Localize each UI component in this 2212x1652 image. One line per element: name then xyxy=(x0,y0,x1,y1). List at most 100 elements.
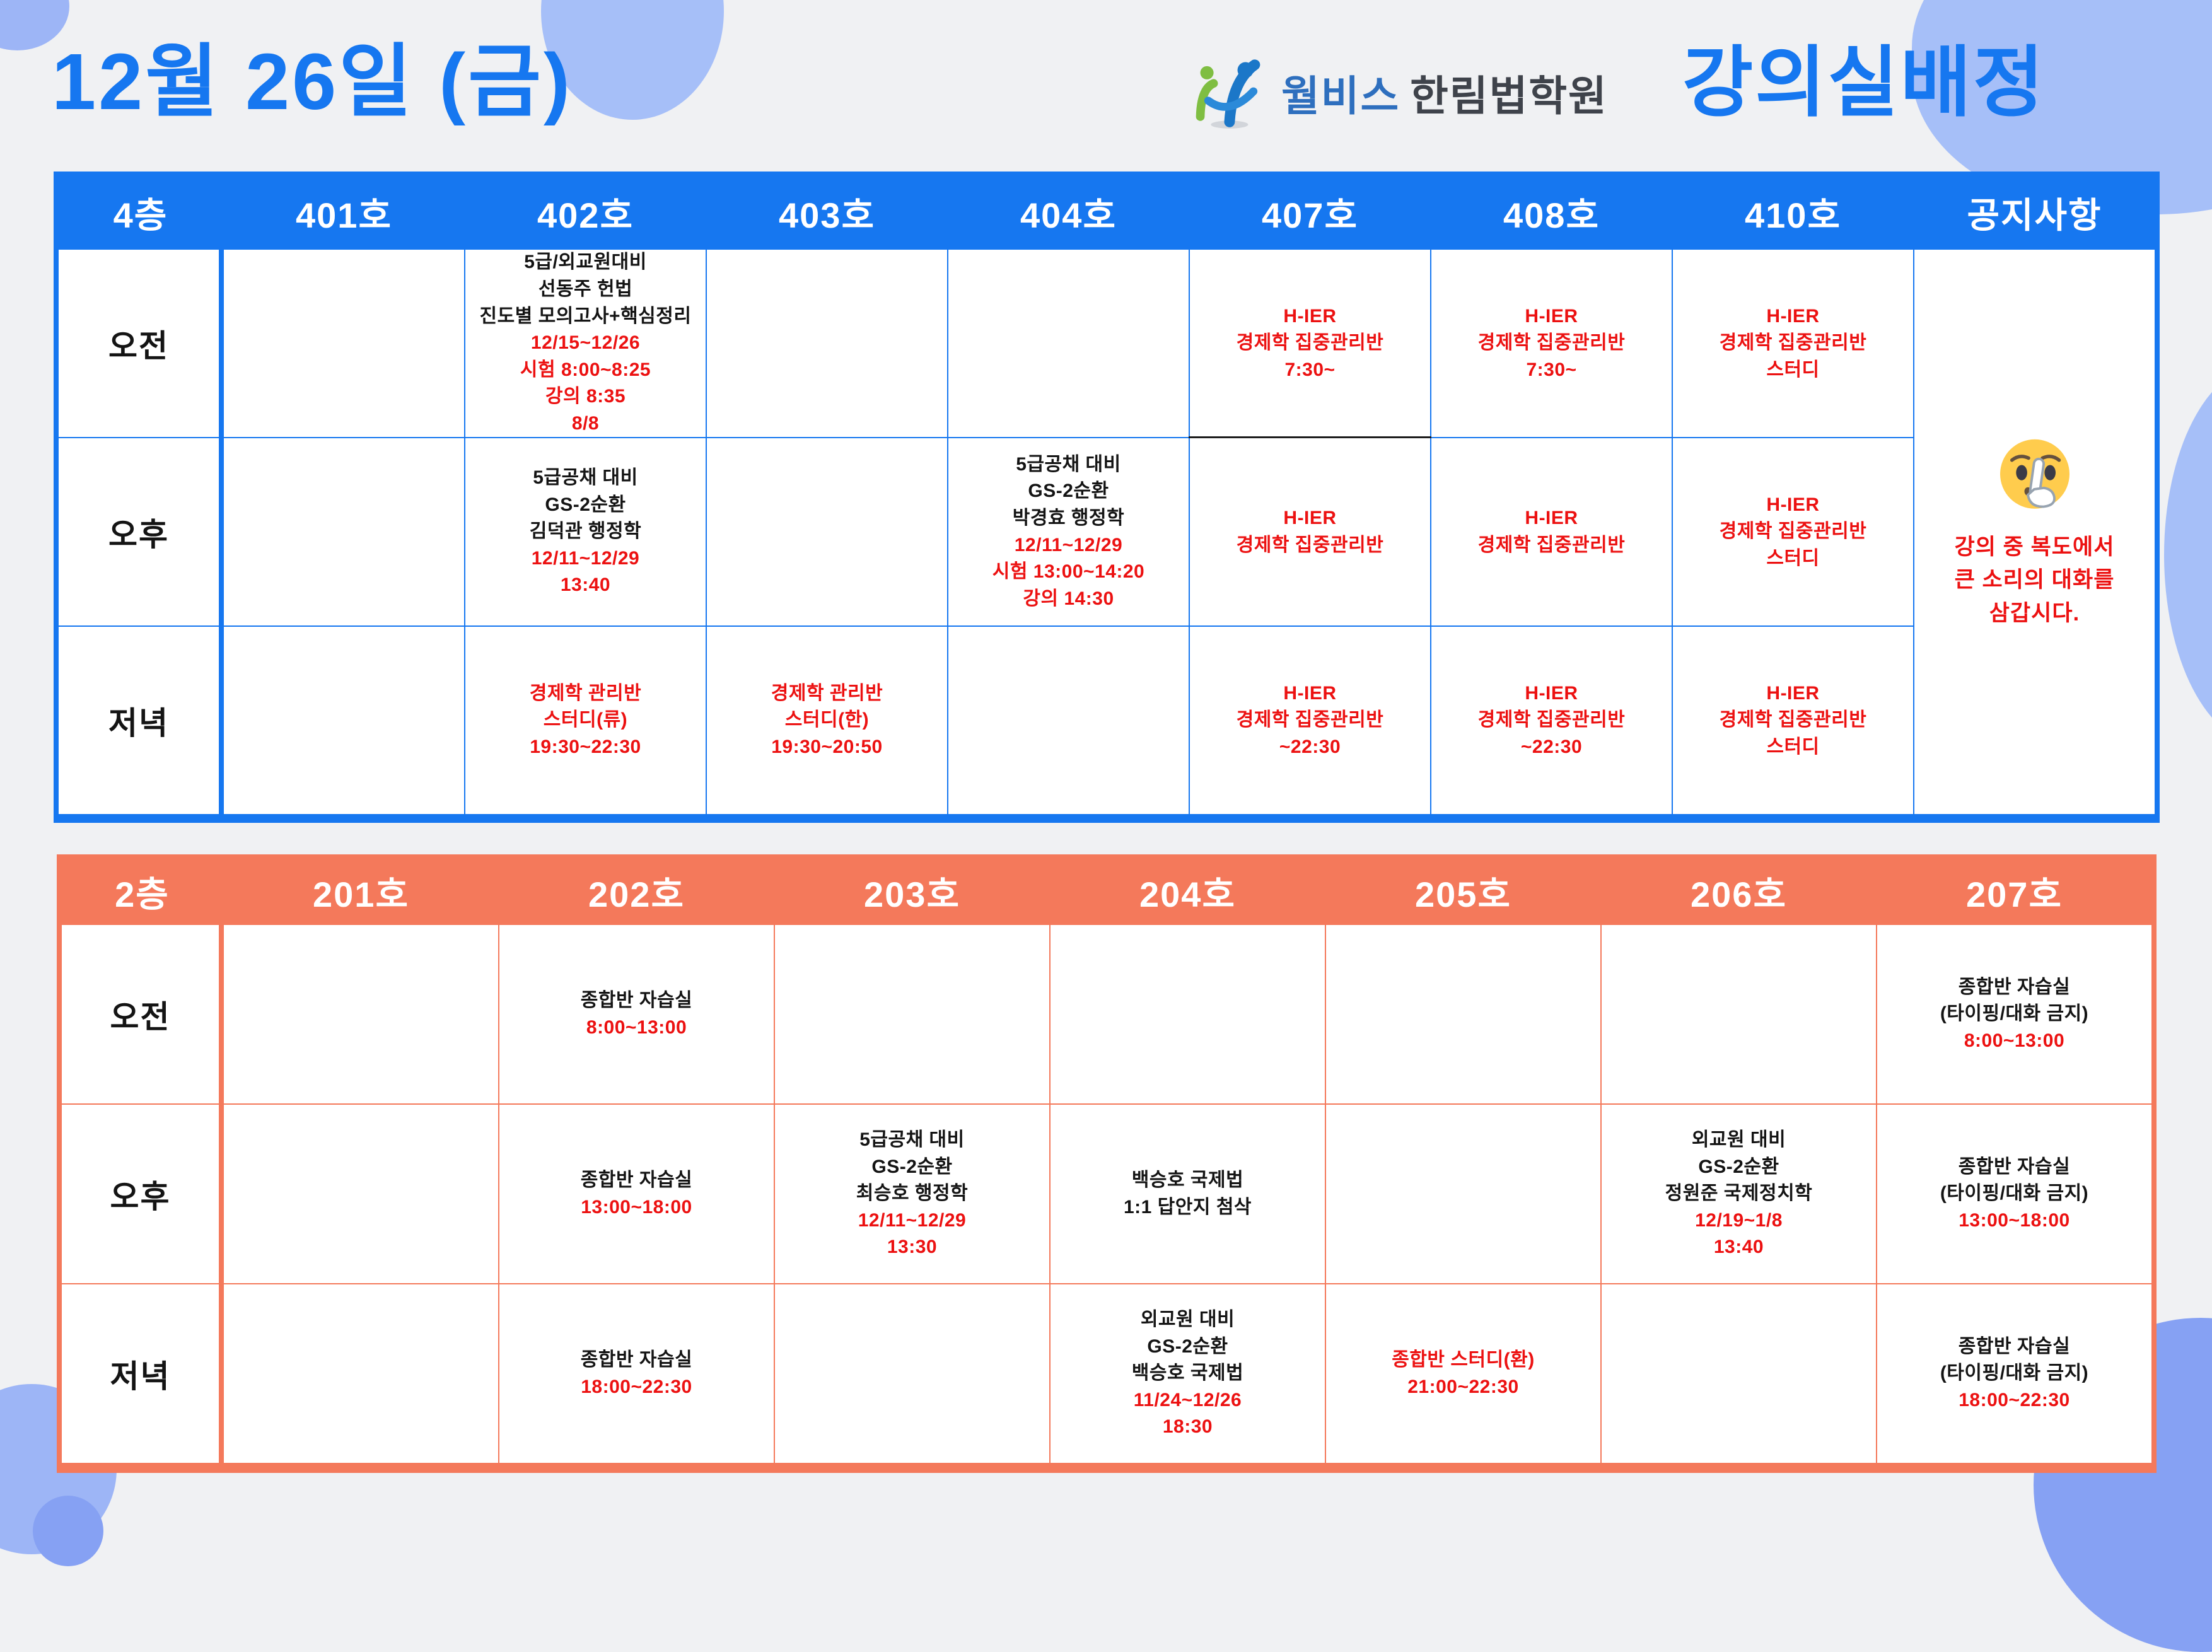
room-column-header: 206호 xyxy=(1602,859,1876,924)
cell-line: 12/19~1/8 xyxy=(1695,1209,1783,1231)
cell-line: 12/11~12/29 xyxy=(1014,534,1123,556)
cell-line: 12/11~12/29 xyxy=(858,1209,967,1231)
cell-line: 13:40 xyxy=(560,574,611,596)
room-cell: H-IER 경제학 집중관리반 스터디 xyxy=(1673,250,1913,437)
room-cell: 5급공채 대비 GS-2순환 김덕관 행정학 12/11~12/29 13:40 xyxy=(465,438,706,625)
cell-line: (타이핑/대화 금지) xyxy=(1940,1363,2089,1384)
cell-line: H-IER xyxy=(1283,305,1337,327)
room-cell: 5급/외교원대비 선동주 헌법 진도별 모의고사+핵심정리 12/15~12/26 시험… xyxy=(465,250,706,437)
page-heading: 강의실배정 xyxy=(1682,40,2046,125)
room-cell: 외교원 대비 GS-2순환 백승호 국제법 11/24~12/26 18:30 xyxy=(1051,1284,1325,1463)
cell-line: 18:30 xyxy=(1162,1416,1213,1438)
cell-line: GS-2순환 xyxy=(1698,1156,1779,1177)
room-cell: 종합반 자습실 (타이핑/대화 금지) 13:00~18:00 xyxy=(1877,1105,2151,1283)
cell-line: 최승호 행정학 xyxy=(856,1183,969,1204)
notice-text-line: 강의 중 복도에서 xyxy=(1954,534,2115,559)
room-cell xyxy=(707,438,947,625)
notice-text-line: 큰 소리의 대화를 xyxy=(1954,567,2115,593)
cell-line: 경제학 집중관리반 xyxy=(1477,332,1626,354)
cell-line: 스터디(류) xyxy=(543,709,628,731)
cell-line: H-IER xyxy=(1525,507,1578,528)
cell-line: 백승호 국제법 xyxy=(1131,1169,1244,1190)
cell-line: 정원준 국제정치학 xyxy=(1665,1183,1813,1204)
cell-line: GS-2순환 xyxy=(871,1156,953,1177)
room-column-header: 408호 xyxy=(1431,177,1672,248)
floor-label-header: 2층 xyxy=(62,859,223,924)
wilbis-logo-icon xyxy=(1196,59,1260,129)
cell-line: 종합반 자습실 xyxy=(1958,1335,2071,1357)
room-cell: H-IER 경제학 집중관리반 스터디 xyxy=(1673,438,1913,625)
room-cell xyxy=(1326,925,1600,1103)
floor2-schedule-table: 2층 201호 202호 203호 204호 205호 206호 207호 오전 종합반 자습실 8… xyxy=(57,854,2157,1473)
brand-name: 월비스 xyxy=(1281,73,1400,119)
room-cell: H-IER 경제학 집중관리반 7:30~ xyxy=(1189,250,1431,438)
room-cell xyxy=(224,627,464,814)
cell-line: 12/15~12/26 xyxy=(530,332,641,354)
room-column-header: 403호 xyxy=(707,177,947,248)
cell-line: 13:00~18:00 xyxy=(1959,1209,2070,1231)
cell-line: 12/11~12/29 xyxy=(531,547,640,569)
cell-line: H-IER xyxy=(1766,305,1820,327)
brand-academy-name: 한림법학원 xyxy=(1410,73,1608,119)
cell-line: 시험 8:00~8:25 xyxy=(520,359,651,380)
shushing-face-icon xyxy=(2000,439,2069,509)
room-cell xyxy=(1051,925,1325,1103)
cell-line: 19:30~20:50 xyxy=(771,736,883,757)
room-cell: H-IER 경제학 집중관리반 ~22:30 xyxy=(1190,627,1430,814)
cell-line: 외교원 대비 xyxy=(1691,1129,1786,1151)
cell-line: ~22:30 xyxy=(1279,736,1341,757)
room-cell: 종합반 자습실 18:00~22:30 xyxy=(499,1284,774,1463)
room-cell: H-IER 경제학 집중관리반 ~22:30 xyxy=(1431,627,1672,814)
cell-line: 경제학 집중관리반 xyxy=(1236,332,1384,354)
row-label-오후: 오후 xyxy=(59,438,223,625)
room-cell: 경제학 관리반 스터디(한) 19:30~20:50 xyxy=(707,627,947,814)
cell-line: H-IER xyxy=(1766,682,1820,704)
cell-line: H-IER xyxy=(1283,507,1337,528)
notice-text-line: 삼갑시다. xyxy=(1989,600,2080,625)
cell-line: 7:30~ xyxy=(1284,359,1336,380)
cell-line: 경제학 관리반 xyxy=(529,682,642,704)
brand-logo-group: 월비스 한림법학원 xyxy=(1190,55,1608,130)
room-cell: 백승호 국제법 1:1 답안지 첨삭 xyxy=(1051,1105,1325,1283)
cell-line: (타이핑/대화 금지) xyxy=(1940,1183,2089,1204)
cell-line: 경제학 관리반 xyxy=(771,682,883,704)
cell-line: 21:00~22:30 xyxy=(1407,1376,1519,1397)
cell-line: H-IER xyxy=(1525,682,1578,704)
room-cell: H-IER 경제학 집중관리반 스터디 xyxy=(1673,627,1913,814)
cell-line: 종합반 스터디(환) xyxy=(1392,1349,1535,1370)
cell-line: 시험 13:00~14:20 xyxy=(992,561,1145,583)
room-cell: 5급공채 대비 GS-2순환 최승호 행정학 12/11~12/29 13:30 xyxy=(775,1105,1049,1283)
decorative-blob xyxy=(2164,366,2212,744)
row-label-오전: 오전 xyxy=(62,925,223,1103)
room-cell xyxy=(707,250,947,437)
room-cell: 종합반 자습실 (타이핑/대화 금지) 18:00~22:30 xyxy=(1877,1284,2151,1463)
cell-line: 13:40 xyxy=(1713,1236,1764,1258)
room-column-header: 203호 xyxy=(775,859,1049,924)
cell-line: GS-2순환 xyxy=(1028,480,1109,502)
room-column-header: 402호 xyxy=(465,177,706,248)
room-cell xyxy=(948,250,1189,437)
cell-line: 진도별 모의고사+핵심정리 xyxy=(479,305,692,327)
room-column-header: 204호 xyxy=(1051,859,1325,924)
cell-line: 8/8 xyxy=(571,412,600,434)
cell-line: 외교원 대비 xyxy=(1140,1309,1235,1330)
cell-line: 박경효 행정학 xyxy=(1012,507,1125,528)
room-cell xyxy=(948,627,1189,814)
room-cell xyxy=(775,1284,1049,1463)
cell-line: (타이핑/대화 금지) xyxy=(1940,1003,2089,1025)
room-cell: 종합반 스터디(환) 21:00~22:30 xyxy=(1326,1284,1600,1463)
room-cell: H-IER 경제학 집중관리반 7:30~ xyxy=(1431,250,1672,437)
cell-line: H-IER xyxy=(1525,305,1578,327)
room-cell: 종합반 자습실 8:00~13:00 xyxy=(499,925,774,1103)
cell-line: 경제학 집중관리반 xyxy=(1236,534,1384,556)
room-cell: 종합반 자습실 13:00~18:00 xyxy=(499,1105,774,1283)
room-cell: 종합반 자습실 (타이핑/대화 금지) 8:00~13:00 xyxy=(1877,925,2151,1103)
room-cell: 5급공채 대비 GS-2순환 박경효 행정학 12/11~12/29 시험 13:00~… xyxy=(948,438,1189,625)
room-column-header: 404호 xyxy=(948,177,1189,248)
room-column-header: 401호 xyxy=(224,177,464,248)
cell-line: 백승호 국제법 xyxy=(1131,1363,1244,1384)
room-cell: 경제학 관리반 스터디(류) 19:30~22:30 xyxy=(465,627,706,814)
room-column-header: 201호 xyxy=(224,859,498,924)
